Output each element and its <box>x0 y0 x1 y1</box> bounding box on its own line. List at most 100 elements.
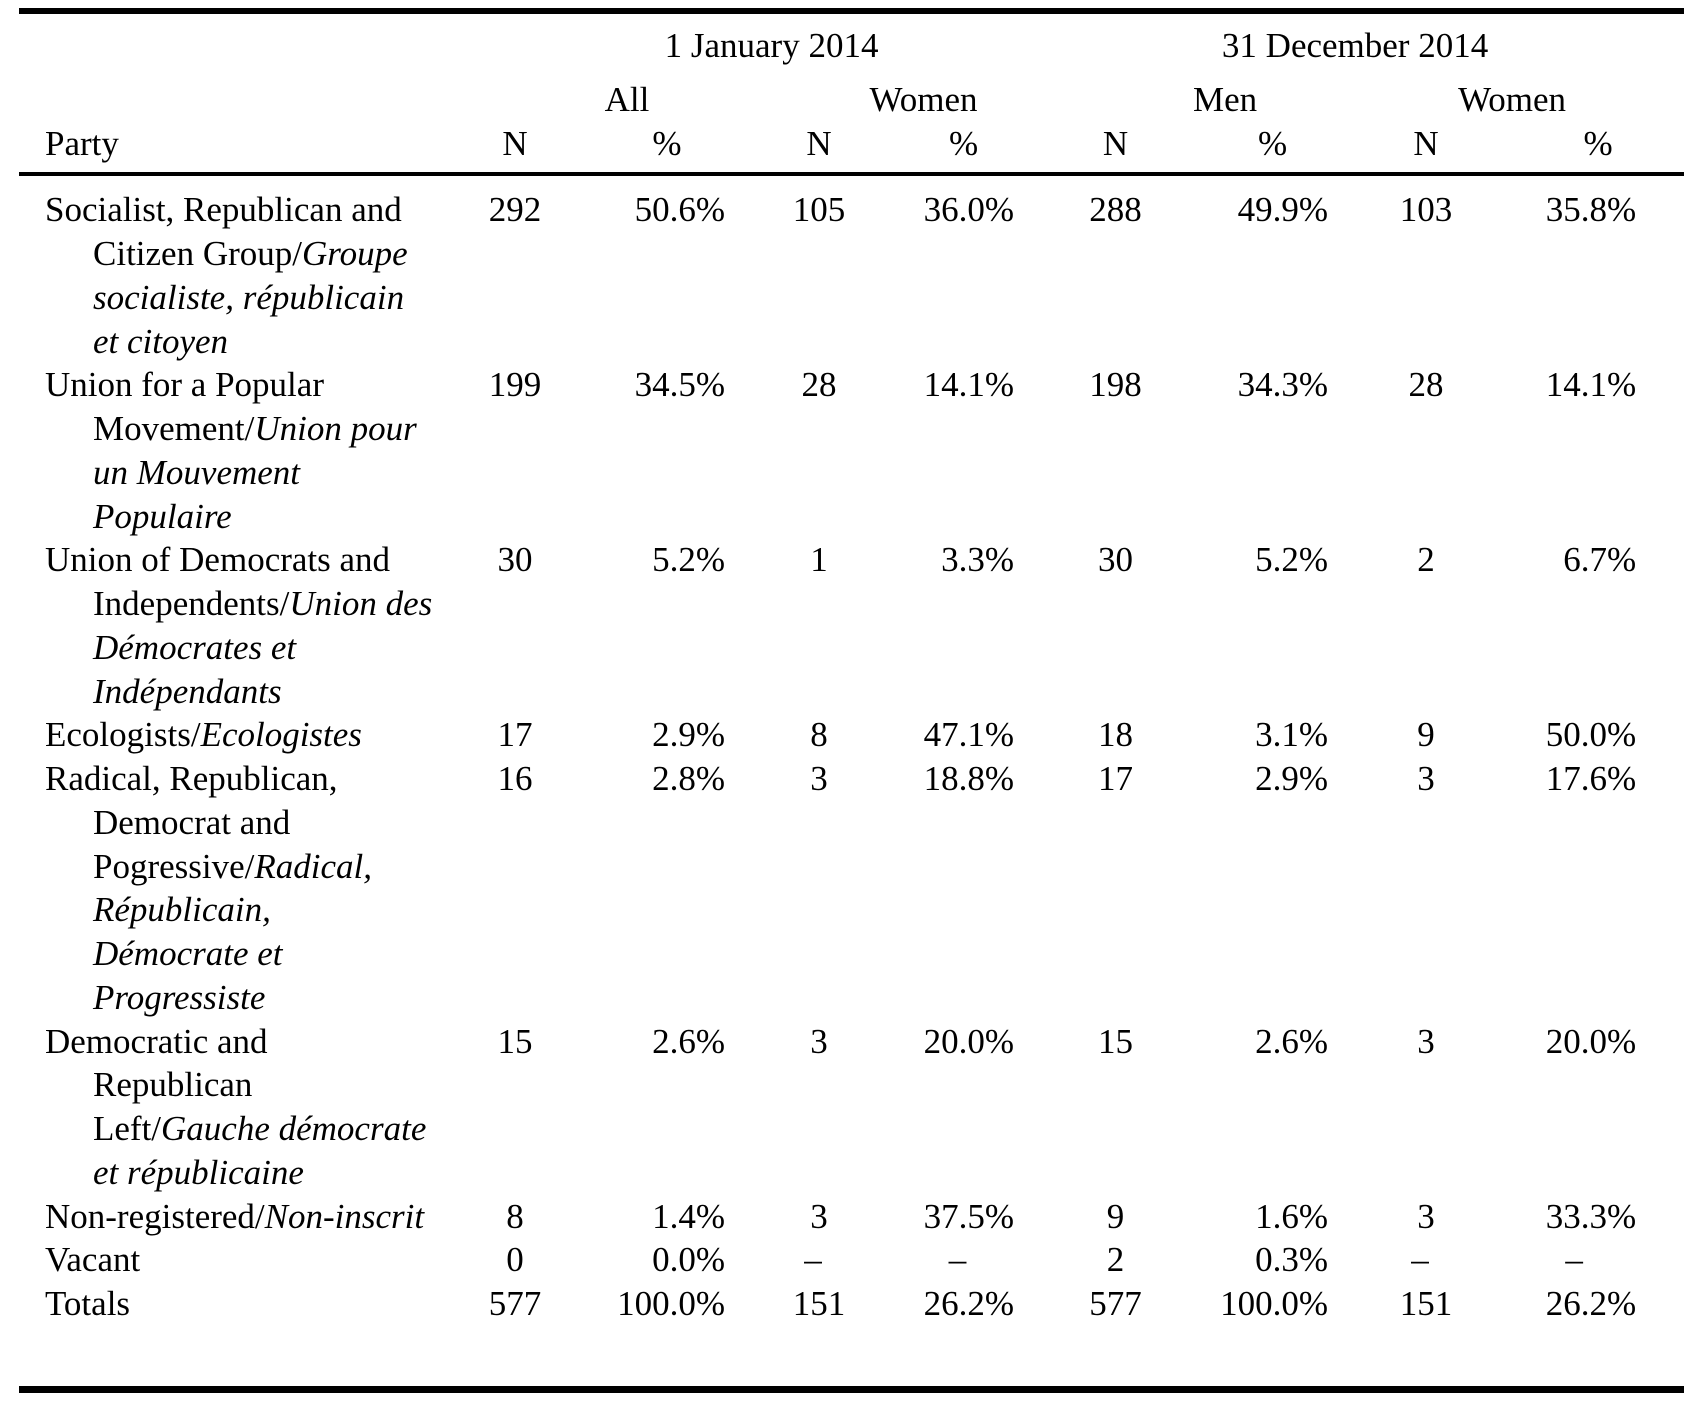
count-cell: 103 <box>1399 190 1453 230</box>
percent-cell: 35.8% <box>1545 190 1637 230</box>
party-column-header: Party <box>19 121 433 177</box>
sub-group-women-jan: Women <box>869 79 978 119</box>
percent-column-header: % <box>597 121 737 177</box>
table-row: Vacant 0 0.0% – – 2 0.3% – – <box>19 1238 1684 1282</box>
count-cell: 2 <box>1106 1240 1125 1280</box>
percent-cell: 3.3% <box>941 540 1015 580</box>
table-row: Socialist, Republican and Citizen Group/… <box>19 174 1684 363</box>
count-cell: 577 <box>1089 1284 1142 1323</box>
count-cell: 3 <box>1417 759 1435 798</box>
sub-group-men-dec: Men <box>1192 79 1258 119</box>
count-cell: 8 <box>506 1196 524 1236</box>
percent-cell: 17.6% <box>1545 759 1637 798</box>
column-header-row: Party N % N % N % N % <box>19 121 1685 177</box>
percent-cell: 37.5% <box>923 1196 1015 1236</box>
table-row: Totals 577 100.0% 151 26.2% 577 100.0% 151 26.2% <box>19 1282 1684 1389</box>
percent-cell: – <box>948 1240 967 1280</box>
percent-cell: 2.9% <box>652 715 725 755</box>
party-name-english: Ecologists <box>45 715 191 755</box>
col-group-31-december-2014: 31 December 2014 <box>1221 26 1489 65</box>
count-cell: 3 <box>1417 1021 1435 1061</box>
sub-group-women-dec: Women <box>1458 79 1567 119</box>
count-cell: 2 <box>1417 540 1435 580</box>
party-name-english: Democratic and Republican Left <box>45 1021 268 1149</box>
percent-cell: 47.1% <box>923 715 1015 755</box>
percent-cell: 26.2% <box>1545 1284 1637 1323</box>
gender-group-row: All Women Men Women <box>19 68 1684 122</box>
count-cell: 151 <box>1399 1284 1453 1323</box>
percent-cell: 2.8% <box>652 759 725 798</box>
party-name-english: Union for a Popular Movement <box>45 365 324 448</box>
party-name-french: Union des Démocrates et Indépendants <box>93 584 433 711</box>
table-row: Radical, Republican, Democrat and Pogres… <box>19 757 1684 1020</box>
percent-cell: 34.3% <box>1237 365 1329 405</box>
table-body: Socialist, Republican and Citizen Group/… <box>19 174 1684 1389</box>
count-cell: – <box>804 1240 822 1280</box>
percent-cell: 5.2% <box>652 540 725 580</box>
count-cell: 30 <box>497 540 533 580</box>
n-column-header: N <box>737 121 901 177</box>
percent-cell: 18.8% <box>923 759 1015 798</box>
count-cell: 17 <box>1098 759 1134 798</box>
party-name-cell: Non-registered/Non-inscrit <box>45 1196 425 1236</box>
count-cell: 16 <box>497 759 533 798</box>
party-name-cell: Totals <box>19 1282 433 1389</box>
table-row: Union of Democrats and Independents/Unio… <box>19 538 1684 713</box>
party-name-cell: Socialist, Republican and Citizen Group/… <box>45 190 408 361</box>
count-cell: 28 <box>1408 365 1444 405</box>
table-header: 1 January 2014 31 December 2014 All Wome… <box>19 11 1685 177</box>
percent-cell: 26.2% <box>923 1284 1015 1323</box>
count-cell: 3 <box>810 759 828 798</box>
party-name-french: Ecologistes <box>200 715 362 755</box>
percent-cell: 1.6% <box>1255 1196 1329 1236</box>
percent-cell: 50.0% <box>1545 715 1637 755</box>
percent-cell: 100.0% <box>1220 1284 1329 1323</box>
percent-cell: 33.3% <box>1545 1196 1637 1236</box>
count-cell: 199 <box>488 365 542 405</box>
count-cell: 577 <box>488 1284 542 1323</box>
percent-cell: 14.1% <box>1545 365 1637 405</box>
party-composition-table: 1 January 2014 31 December 2014 All Wome… <box>19 8 1685 1393</box>
party-name-french: Gauche démocrate et républicaine <box>93 1109 427 1192</box>
table-row: Democratic and Republican Left/Gauche dé… <box>19 1020 1684 1195</box>
date-group-row: 1 January 2014 31 December 2014 <box>19 11 1684 68</box>
party-name-english: Non-registered <box>45 1196 255 1236</box>
table-row: Non-registered/Non-inscrit 8 1.4% 3 37.5% 9 1.… <box>19 1195 1684 1239</box>
count-cell: 8 <box>810 715 828 755</box>
table-row: Ecologists/Ecologistes 17 2.9% 8 47.1% 18 3.1%… <box>19 713 1684 757</box>
count-cell: 0 <box>506 1240 524 1280</box>
n-column-header: N <box>1340 121 1513 177</box>
percent-cell: 2.6% <box>1255 1021 1329 1061</box>
party-name-french: Radical, Républicain, Démocrate et Progr… <box>93 846 373 1017</box>
count-cell: 9 <box>1106 1196 1125 1236</box>
count-cell: 151 <box>792 1284 846 1323</box>
percent-cell: 50.6% <box>634 190 725 230</box>
percent-column-header: % <box>1512 121 1685 177</box>
percent-cell: 34.5% <box>634 365 725 405</box>
party-name-english: Union of Democrats and Independents <box>45 540 391 623</box>
party-name-cell: Ecologists/Ecologistes <box>45 715 362 755</box>
party-name-english: Socialist, Republican and Citizen Group <box>45 190 402 273</box>
count-cell: – <box>1411 1240 1429 1280</box>
sub-group-all: All <box>604 79 650 119</box>
count-cell: 28 <box>801 365 837 405</box>
count-cell: 3 <box>810 1021 828 1061</box>
percent-cell: – <box>1565 1240 1583 1280</box>
percent-cell: 2.9% <box>1255 759 1329 798</box>
party-name-cell: Radical, Republican, Democrat and Pogres… <box>45 759 373 1017</box>
count-cell: 15 <box>1098 1021 1134 1061</box>
party-name-cell: Vacant <box>19 1238 433 1282</box>
count-cell: 288 <box>1089 190 1142 230</box>
percent-cell: 5.2% <box>1255 540 1329 580</box>
percent-column-header: % <box>1205 121 1341 177</box>
count-cell: 15 <box>497 1021 533 1061</box>
party-name-english: Vacant <box>45 1240 141 1280</box>
party-name-french: Non-inscrit <box>264 1196 425 1236</box>
party-name-cell: Democratic and Republican Left/Gauche dé… <box>45 1021 427 1192</box>
party-name-cell: Union of Democrats and Independents/Unio… <box>45 540 433 711</box>
percent-cell: 20.0% <box>1545 1021 1637 1061</box>
percent-cell: 14.1% <box>923 365 1015 405</box>
percent-cell: 49.9% <box>1237 190 1329 230</box>
party-name-cell: Union for a Popular Movement/Union pour … <box>45 365 417 536</box>
percent-cell: 100.0% <box>617 1284 725 1323</box>
